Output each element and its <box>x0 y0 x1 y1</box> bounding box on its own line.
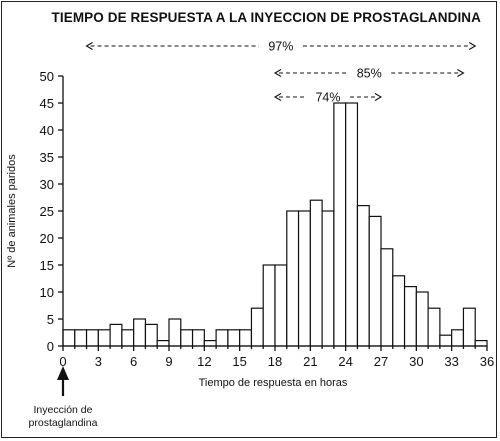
bar <box>462 307 476 347</box>
bar <box>333 102 347 347</box>
bar <box>203 340 217 347</box>
bar <box>439 334 453 347</box>
bar <box>274 264 288 347</box>
arrow-left-icon <box>273 93 282 101</box>
bar <box>156 340 170 347</box>
arrow-right-icon <box>374 93 383 101</box>
bar <box>239 329 253 347</box>
bar <box>191 329 205 347</box>
arrow-left-icon <box>85 42 93 50</box>
x-tick-label: 30 <box>409 354 423 369</box>
chart-title: TIEMPO DE RESPUESTA A LA INYECCION DE PR… <box>52 10 482 25</box>
bar <box>321 210 335 347</box>
y-tick-label: 5 <box>47 312 54 327</box>
bar <box>392 275 406 347</box>
y-tick-label: 35 <box>40 150 54 165</box>
bar <box>286 210 300 347</box>
bar <box>74 329 88 347</box>
bar <box>297 210 311 347</box>
bar <box>180 329 194 347</box>
range-label: 97% <box>268 40 293 54</box>
bar <box>168 318 182 347</box>
bar <box>427 307 441 347</box>
x-tick-label: 36 <box>480 354 494 369</box>
bar <box>144 323 158 347</box>
y-tick-label: 10 <box>40 285 54 300</box>
y-tick-label: 0 <box>47 339 54 354</box>
annotation-line: prostaglandina <box>29 417 98 429</box>
arrow-up-head-icon <box>57 366 69 380</box>
bar <box>85 329 99 347</box>
y-tick-label: 25 <box>40 204 54 219</box>
bar <box>250 307 264 347</box>
x-tick-label: 6 <box>130 354 137 369</box>
arrow-right-icon <box>457 69 465 77</box>
range-label: 85% <box>357 67 382 81</box>
y-tick-label: 30 <box>40 177 54 192</box>
x-tick-label: 27 <box>374 354 388 369</box>
x-tick-label: 33 <box>444 354 458 369</box>
x-tick-label: 0 <box>59 354 66 369</box>
x-tick-label: 24 <box>338 354 352 369</box>
bar <box>451 329 465 347</box>
y-tick-label: 45 <box>40 96 54 111</box>
bar <box>403 286 417 347</box>
bar <box>380 248 394 347</box>
x-tick-label: 15 <box>232 354 246 369</box>
bar <box>97 329 111 347</box>
arrow-left-icon <box>273 69 282 77</box>
bar <box>474 340 488 347</box>
x-tick-label: 9 <box>165 354 172 369</box>
x-tick-label: 12 <box>197 354 211 369</box>
y-tick-label: 20 <box>40 231 54 246</box>
bar <box>215 329 229 347</box>
bar <box>356 205 370 347</box>
bar <box>368 215 382 347</box>
x-tick-label: 21 <box>303 354 317 369</box>
x-tick-label: 18 <box>268 354 282 369</box>
bar <box>415 291 429 347</box>
range-indicator: 85% <box>273 67 465 81</box>
bar <box>227 329 241 347</box>
bar <box>121 329 135 347</box>
bar <box>262 264 276 347</box>
range-indicator: 74% <box>273 91 383 105</box>
x-axis-label: Tiempo de respuesta en horas <box>199 377 348 389</box>
y-tick-label: 50 <box>40 69 54 84</box>
bar <box>345 102 359 347</box>
range-indicator: 97% <box>85 40 477 54</box>
y-axis-label: Nº de animales paridos <box>6 154 18 268</box>
x-tick-label: 3 <box>95 354 102 369</box>
y-tick-label: 40 <box>40 123 54 138</box>
bar <box>309 199 323 347</box>
arrow-right-icon <box>468 42 477 50</box>
annotation-line: Inyección de <box>34 404 93 416</box>
bar <box>109 323 123 347</box>
y-tick-label: 15 <box>40 258 54 273</box>
bar <box>62 329 76 347</box>
range-label: 74% <box>315 91 340 105</box>
bar <box>133 318 147 347</box>
